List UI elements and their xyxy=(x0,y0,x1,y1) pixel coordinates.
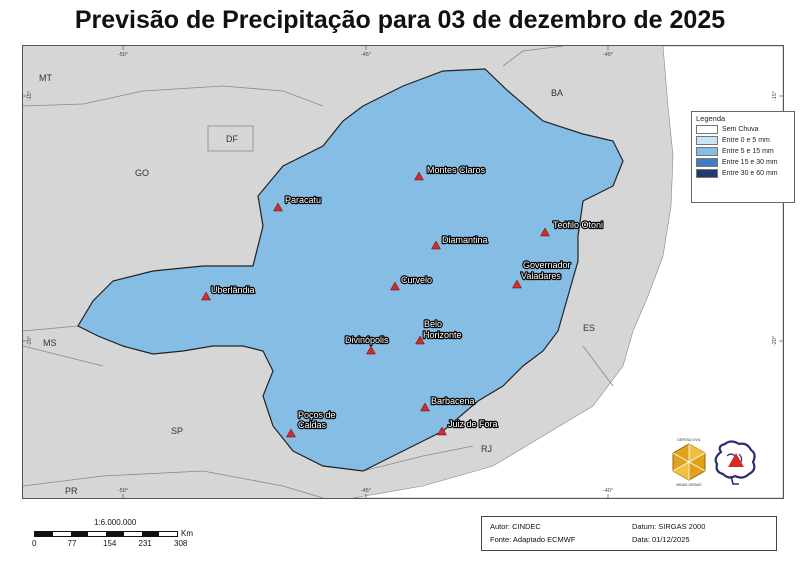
scale-unit: Km xyxy=(181,529,193,538)
city-markers: Montes Claros Paracatu Diamantina Teófilo O… xyxy=(201,164,604,438)
map-canvas: -50° -45° -40° -50° -45° -40° -15° -20° -15° -20°… xyxy=(23,46,783,498)
city-marker-icon[interactable] xyxy=(414,171,424,181)
defesa-civil-logo: DEFESA CIVIL MINAS GERAIS xyxy=(672,438,706,487)
legend-swatch xyxy=(696,136,718,145)
city-marker-icon[interactable] xyxy=(366,345,376,355)
state-label: MS xyxy=(43,338,57,348)
state-label: MT xyxy=(39,73,52,83)
ocean xyxy=(352,46,783,498)
city-marker-icon[interactable] xyxy=(273,202,283,212)
state-label: ES xyxy=(583,323,595,333)
state-label: SP xyxy=(171,426,183,436)
legend-item: Sem Chuva xyxy=(692,124,794,135)
state-label: DF xyxy=(226,134,238,144)
grid-label: -40° xyxy=(603,52,613,58)
state-label: GO xyxy=(135,168,149,178)
city-marker-icon[interactable] xyxy=(540,227,550,237)
grid-label: -20° xyxy=(27,336,33,346)
grid-label: -45° xyxy=(361,488,371,494)
scale-bar-graphic xyxy=(34,531,178,537)
map-title: Previsão de Precipitação para 03 de deze… xyxy=(74,6,726,34)
legend-swatch xyxy=(696,125,718,134)
legend-label: Entre 5 e 15 mm xyxy=(722,148,774,155)
credits-box: Autor: CINDEC Fonte: Adaptado ECMWF Datu… xyxy=(481,516,777,551)
svg-text:DEFESA CIVIL: DEFESA CIVIL xyxy=(677,438,701,442)
city-label: Juiz de Fora xyxy=(448,419,498,429)
city-marker-icon[interactable] xyxy=(437,426,447,436)
credit-source: Fonte: Adaptado ECMWF xyxy=(490,535,576,544)
legend-label: Entre 30 e 60 mm xyxy=(722,170,778,177)
city-marker-icon[interactable] xyxy=(431,240,441,250)
city-label: Governador xyxy=(523,260,571,270)
scale-tick-label: 154 xyxy=(103,539,117,548)
city-marker-icon[interactable] xyxy=(201,291,211,301)
legend-swatch xyxy=(696,147,718,156)
grid-label: -45° xyxy=(361,52,371,58)
grid-labels: -50° -45° -40° -50° -45° -40° -15° -20° -15° -20° xyxy=(27,52,778,494)
city-label: Teófilo Otoni xyxy=(553,220,603,230)
city-label: Diamantina xyxy=(442,235,488,245)
city-label: Uberlândia xyxy=(211,285,255,295)
state-borders xyxy=(23,46,614,498)
map-frame: -50° -45° -40° -50° -45° -40° -15° -20° -15° -20°… xyxy=(22,45,795,499)
city-label: Barbacena xyxy=(431,396,475,406)
legend-label: Entre 0 e 5 mm xyxy=(722,137,770,144)
legend-title: Legenda xyxy=(696,114,726,123)
state-label: RJ xyxy=(481,444,492,454)
credit-datum: Datum: SIRGAS 2000 xyxy=(632,522,706,531)
scale-ratio: 1:6.000.000 xyxy=(94,518,137,527)
brain-logo xyxy=(714,440,756,485)
scale-tick-label: 0 xyxy=(32,539,37,548)
state-label: BA xyxy=(551,88,563,98)
city-label: Horizonte xyxy=(423,330,462,340)
city-label: Caldas xyxy=(298,420,327,430)
scale-tick-label: 77 xyxy=(67,539,77,548)
legend-label: Entre 15 e 30 mm xyxy=(722,159,778,166)
legend: Legenda Sem Chuva Entre 0 e 5 mm Entre 5 e… xyxy=(691,111,795,203)
credit-date: Data: 01/12/2025 xyxy=(632,535,690,544)
legend-item: Entre 5 e 15 mm xyxy=(692,146,794,157)
grid-label: -40° xyxy=(603,488,613,494)
city-marker-icon[interactable] xyxy=(286,428,296,438)
city-label: Divinópolis xyxy=(345,335,389,345)
legend-label: Sem Chuva xyxy=(722,126,759,133)
city-marker-icon[interactable] xyxy=(512,279,522,289)
city-marker-icon[interactable] xyxy=(415,335,425,345)
city-label: Curvelo xyxy=(401,275,432,285)
city-label: Valadares xyxy=(521,271,561,281)
legend-item: Entre 15 e 30 mm xyxy=(692,157,794,168)
scale-tick-label: 231 xyxy=(138,539,152,548)
city-label: Paracatu xyxy=(285,195,321,205)
scale-tick-label: 308 xyxy=(174,539,188,548)
city-marker-icon[interactable] xyxy=(390,281,400,291)
scale-ticks: 0 77 154 231 308 xyxy=(32,539,232,549)
city-marker-icon[interactable] xyxy=(420,402,430,412)
legend-items: Sem Chuva Entre 0 e 5 mm Entre 5 e 15 mm En… xyxy=(692,124,794,179)
grid-label: -20° xyxy=(772,336,778,346)
grid-label: -15° xyxy=(27,91,33,101)
grid-label: -50° xyxy=(118,488,128,494)
legend-item: Entre 0 e 5 mm xyxy=(692,135,794,146)
grid-label: -50° xyxy=(118,52,128,58)
city-label: Poços de xyxy=(298,410,336,420)
legend-swatch xyxy=(696,169,718,178)
credit-author: Autor: CINDEC xyxy=(490,522,541,531)
city-label: Belo xyxy=(424,319,442,329)
state-label: PR xyxy=(65,486,78,496)
legend-item: Entre 30 e 60 mm xyxy=(692,168,794,179)
legend-swatch xyxy=(696,158,718,167)
state-labels: MT DF GO BA MS ES SP RJ PR xyxy=(39,73,595,496)
city-label: Montes Claros xyxy=(427,165,486,175)
grid-ticks xyxy=(23,46,783,498)
svg-text:MINAS GERAIS: MINAS GERAIS xyxy=(676,483,702,487)
grid-label: -15° xyxy=(772,91,778,101)
